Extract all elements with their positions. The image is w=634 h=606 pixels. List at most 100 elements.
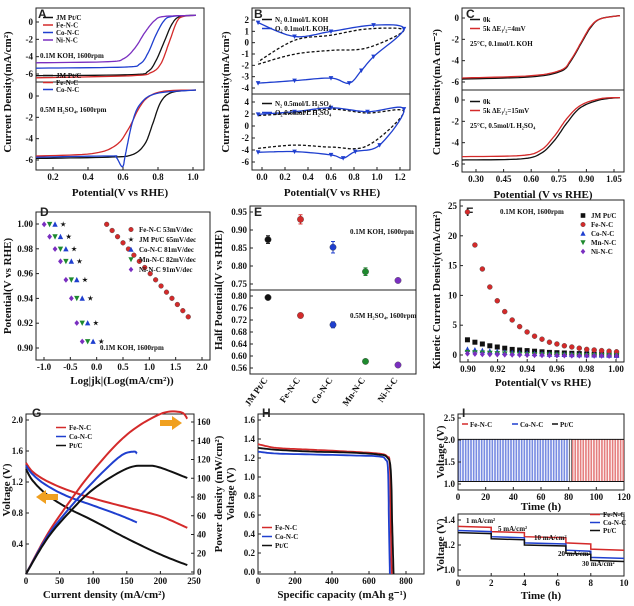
panel-f-ytick-label: 25 bbox=[448, 201, 458, 211]
panel-d-xtick-label: 0.0 bbox=[91, 362, 103, 372]
panel-f-xlabel: Potential(V vs RHE) bbox=[495, 377, 592, 389]
panel-d-point-Co-N-C bbox=[63, 246, 69, 252]
panel-h-legend-0-label: Fe-N-C bbox=[275, 524, 297, 532]
panel-g-xtick-label: 250 bbox=[187, 576, 201, 586]
panel-d-legend-3-marker bbox=[128, 257, 134, 263]
panel-b-bottom-ytick-label: -4 bbox=[242, 145, 250, 155]
panel-f-legend-2-label: Co-N-C bbox=[591, 230, 614, 238]
panel-c-xtick-label: 1.05 bbox=[606, 174, 622, 184]
panel-f-xtick-label: 1.00 bbox=[608, 364, 624, 374]
panel-d-legend-1-marker bbox=[128, 236, 134, 242]
panel-g-power-Pt/C bbox=[25, 464, 188, 575]
panel-d-point-JM Pt/C bbox=[76, 258, 83, 264]
panel-f-point-Ni-N-C bbox=[494, 351, 500, 358]
panel-h-series-Fe-N-C bbox=[257, 443, 393, 574]
panel-d-point-Fe-N-C bbox=[180, 308, 186, 314]
panel-f-point-JM Pt/C bbox=[464, 337, 470, 343]
panel-b-xtick-label: 0.2 bbox=[279, 172, 291, 182]
panel-b-top-legend-0-label: N₂ 0.1mol/L KOH bbox=[275, 16, 329, 24]
panel-i-bottom-ytick-label: 1.0 bbox=[444, 565, 456, 575]
panel-a-legend-3-label: Ni-N-C bbox=[56, 37, 78, 45]
panel-f-legend-2-marker bbox=[580, 230, 586, 236]
panel-b-bottom-marker bbox=[328, 105, 334, 111]
panel-i-rate-label-1: 5 mA/cm² bbox=[498, 525, 527, 533]
panel-f-ytick-label: 0 bbox=[453, 350, 458, 360]
panel-h-frame bbox=[257, 413, 425, 575]
panel-a-xtick-label: 0.2 bbox=[47, 172, 59, 182]
panel-b-xtick-label: 0.0 bbox=[256, 172, 268, 182]
panel-g-legend-2-label: Pt/C bbox=[69, 442, 83, 450]
panel-g-right-ytick-label: 40 bbox=[197, 530, 207, 540]
panel-h-legend-2-label: Pt/C bbox=[275, 542, 289, 550]
panel-c-bottom-ytick-label: -4 bbox=[452, 138, 460, 148]
panel-c-top-ytick-label: -4 bbox=[452, 56, 460, 66]
panel-f-legend-0-label: JM Pt/C bbox=[591, 212, 616, 220]
panel-f-point-JM Pt/C bbox=[494, 344, 500, 350]
panel-i-top-xtick-label: 120 bbox=[617, 492, 631, 502]
panel-d-point-Ni-N-C bbox=[58, 258, 63, 265]
panel-g-right-ytick-label: 80 bbox=[197, 492, 207, 502]
panel-h-series-Pt/C bbox=[257, 447, 395, 575]
panel-f-point-Ni-N-C bbox=[487, 351, 493, 358]
panel-f-xtick-label: 0.96 bbox=[549, 364, 565, 374]
panel-i-rate-label-3: 20 mA/cm² bbox=[558, 550, 591, 558]
panel-d-xtick-label: 2.0 bbox=[196, 362, 208, 372]
panel-f-xtick-label: 0.92 bbox=[490, 364, 506, 374]
panel-d-point-Fe-N-C bbox=[147, 271, 153, 277]
panel-f-point-Ni-N-C bbox=[606, 352, 612, 359]
panel-d-legend-1-label: JM Pt/C 65mV/dec bbox=[139, 236, 196, 244]
panel-f-point-Ni-N-C bbox=[561, 352, 567, 359]
panel-i-bottom-series-Pt/C bbox=[457, 531, 625, 563]
panel-c-bottom-note: 25°C, 0.5mol/L H₂SO₄ bbox=[470, 122, 536, 130]
panel-e-bottom-point bbox=[264, 294, 272, 301]
panel-h-ytick-label: 0.4 bbox=[244, 529, 256, 539]
panel-a-bottom-series-Fe-N-C bbox=[35, 89, 196, 157]
panel-g-power-Co-N-C bbox=[25, 450, 138, 575]
panel-a-top-ytick-label: -6 bbox=[26, 69, 34, 79]
panel-f-point-Fe-N-C bbox=[546, 339, 553, 345]
panel-b-bottom-ytick-label: -2 bbox=[242, 133, 250, 143]
panel-b-bottom-marker bbox=[255, 112, 261, 117]
panel-e-top-ytick-label: 0.80 bbox=[231, 261, 247, 271]
panel-e-bottom-ytick-label: 0.80 bbox=[231, 291, 247, 301]
panel-a-top-ytick-label: -4 bbox=[26, 52, 34, 62]
panel-e-bottom-note: 0.5M H₂SO₄, 1600rpm bbox=[350, 312, 417, 320]
panel-a-bottom-legend-2-label: Co-N-C bbox=[56, 86, 79, 94]
panel-f-point-JM Pt/C bbox=[472, 339, 478, 345]
panel-e-bottom-ytick-label: 0.76 bbox=[231, 303, 247, 313]
panel-a-legend-1-label: Fe-N-C bbox=[56, 22, 78, 30]
panel-d-ytick-label: 0.94 bbox=[17, 293, 33, 303]
panel-f-point-Ni-N-C bbox=[584, 352, 590, 359]
panel-a-top-note: 0.1M KOH, 1600rpm bbox=[40, 52, 104, 60]
panel-f-legend-1-label: Fe-N-C bbox=[591, 221, 613, 229]
panel-h-ylabel: Voltage (V) bbox=[225, 467, 237, 520]
panel-f-legend-3-marker bbox=[580, 240, 586, 246]
panel-i-top-ytick-label: 2.0 bbox=[444, 435, 456, 445]
panel-g-letter: G bbox=[32, 406, 41, 420]
panel-b-top-ytick-label: 1 bbox=[245, 26, 250, 36]
panel-e-bottom-ytick-label: 0.72 bbox=[231, 315, 247, 325]
panel-c-bottom-legend-0-label: 0k bbox=[483, 98, 491, 106]
panel-d-ytick-label: 1.00 bbox=[17, 219, 33, 229]
panel-d-point-Co-N-C bbox=[79, 295, 85, 301]
panel-f-point-Fe-N-C bbox=[524, 329, 530, 335]
panel-i-top-ytick-label: 2.5 bbox=[444, 413, 456, 423]
panel-h-ytick-label: 1.0 bbox=[244, 472, 256, 482]
panel-d-point-JM Pt/C bbox=[87, 295, 94, 301]
panel-h-ytick-label: 1.6 bbox=[244, 415, 256, 425]
panel-d-legend-3-label: Mn-N-C 82mV/dec bbox=[139, 256, 196, 264]
panel-c-xtick-label: 0.75 bbox=[551, 174, 567, 184]
panel-f-legend-4-marker bbox=[580, 248, 586, 255]
panel-d-point-Mn-N-C bbox=[46, 221, 53, 228]
panel-f-point-Fe-N-C bbox=[479, 266, 486, 272]
panel-d-legend-4-marker bbox=[128, 266, 134, 273]
panel-b-xtick-label: 0.4 bbox=[302, 172, 314, 182]
panel-a-xtick-label: 0.4 bbox=[82, 172, 94, 182]
panel-d-point-Fe-N-C bbox=[114, 234, 121, 240]
panel-f-legend-3-label: Mn-N-C bbox=[591, 239, 616, 247]
panel-i-top-xtick-label: 60 bbox=[537, 492, 547, 502]
panel-f-ytick-label: 15 bbox=[448, 261, 458, 271]
panel-f-point-Ni-N-C bbox=[614, 352, 620, 359]
panel-i-bottom-ytick-label: 1.2 bbox=[444, 540, 456, 550]
panel-g-xtick-label: 100 bbox=[86, 576, 100, 586]
